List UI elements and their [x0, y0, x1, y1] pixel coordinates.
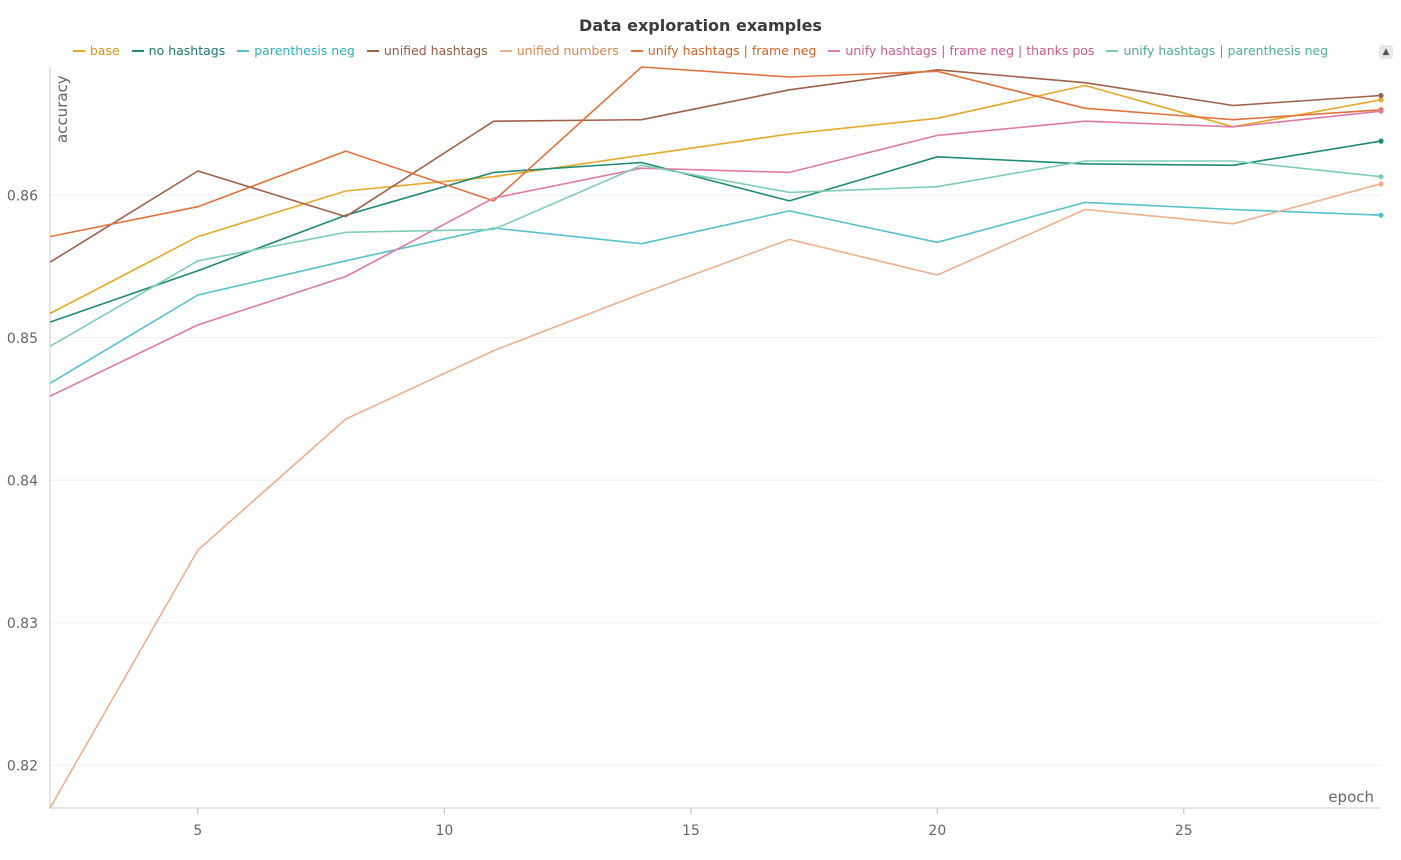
legend-item[interactable]: unify hashtags | frame neg [630, 43, 817, 58]
legend-item[interactable]: unify hashtags | parenthesis neg [1106, 43, 1328, 58]
legend-label: unify hashtags | frame neg | thanks pos [845, 43, 1095, 58]
legend-label: unify hashtags | parenthesis neg [1123, 43, 1329, 58]
legend-label: base [89, 43, 120, 58]
series-line-0 [49, 84, 1382, 315]
legend-swatch [1106, 49, 1119, 52]
legend-item[interactable]: base [72, 43, 120, 58]
series-line-3 [49, 69, 1382, 263]
legend-swatch [630, 49, 643, 52]
chart-title: Data exploration examples [579, 16, 822, 35]
legend-label: unify hashtags | frame neg [647, 43, 817, 58]
legend: base no hashtags parenthesis neg unified ha… [0, 43, 1401, 58]
legend-item[interactable]: unify hashtags | frame neg | thanks pos [828, 43, 1094, 58]
y-tick-label: 0.84 [7, 473, 38, 489]
series-line-1 [49, 140, 1382, 323]
series-end-point-2 [1378, 212, 1384, 218]
x-tick-label: 15 [682, 823, 700, 839]
legend-swatch [131, 49, 144, 52]
legend-label: parenthesis neg [254, 43, 355, 58]
legend-item[interactable]: unified numbers [499, 43, 619, 58]
y-tick-label: 0.85 [7, 331, 38, 347]
series-end-point-6 [1378, 108, 1384, 114]
legend-item[interactable]: unified hashtags [366, 43, 488, 58]
legend-swatch [237, 49, 250, 52]
series-line-4 [49, 183, 1382, 809]
x-axis-label: epoch [1328, 788, 1374, 806]
x-tick-label: 25 [1175, 823, 1193, 839]
legend-item[interactable]: no hashtags [131, 43, 226, 58]
y-tick-label: 0.82 [7, 758, 38, 774]
series-end-point-4 [1378, 181, 1384, 187]
x-tick-label: 20 [928, 823, 946, 839]
legend-label: unified numbers [516, 43, 619, 58]
sort-arrows-icon[interactable]: ▲︎ [1379, 45, 1393, 59]
x-tick-label: 10 [435, 823, 453, 839]
y-tick-label: 0.83 [7, 616, 38, 632]
series-end-point-3 [1378, 92, 1384, 99]
y-tick-label: 0.86 [7, 188, 38, 204]
x-tick-label: 5 [193, 823, 202, 839]
legend-label: unified hashtags [383, 43, 488, 58]
legend-item[interactable]: parenthesis neg [237, 43, 355, 58]
legend-swatch [72, 49, 85, 52]
series-end-point-0 [1378, 97, 1384, 103]
legend-swatch [828, 49, 841, 52]
series-line-7 [49, 160, 1382, 347]
series-line-5 [49, 66, 1382, 238]
series-end-point-7 [1378, 174, 1384, 180]
series-line-6 [49, 110, 1382, 397]
legend-label: no hashtags [148, 43, 226, 58]
series-end-point-1 [1378, 138, 1384, 144]
y-axis-label: accuracy [53, 75, 71, 143]
legend-swatch [366, 49, 379, 52]
legend-swatch [499, 49, 512, 52]
series-line-2 [49, 201, 1382, 384]
